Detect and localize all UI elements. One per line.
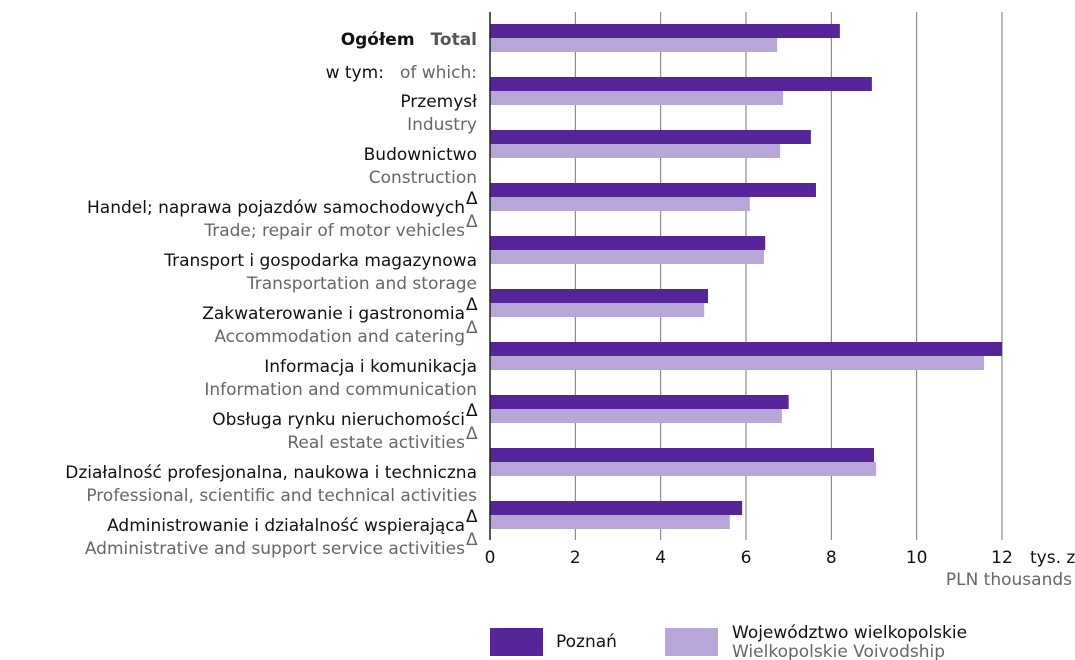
category-label-en: Information and communication <box>204 380 477 400</box>
category-en: Total <box>431 30 477 50</box>
category-label-en: Transportation and storage <box>246 274 477 294</box>
category-label: Ogółem Total <box>341 30 477 50</box>
bar <box>490 303 705 317</box>
bar <box>490 395 789 409</box>
legend-label: Poznań <box>556 632 617 652</box>
x-tick-label: 6 <box>741 548 752 568</box>
bar <box>490 409 782 423</box>
category-label: Przemysł <box>400 92 477 112</box>
note-mark: Δ <box>466 401 478 421</box>
bar <box>490 515 730 529</box>
category-label: Zakwaterowanie i gastronomia <box>202 304 465 324</box>
subheading-en: of which: <box>400 63 477 83</box>
bar <box>490 183 816 197</box>
bar <box>490 250 764 264</box>
legend-swatch <box>490 628 543 656</box>
note-mark: Δ <box>466 295 478 315</box>
subheading: w tym: of which: <box>326 63 477 83</box>
legend-label: Województwo wielkopolskie <box>732 623 967 643</box>
x-unit-en: PLN thousands <box>946 570 1072 590</box>
legend-label-en: Wielkopolskie Voivodship <box>732 642 945 660</box>
category-pl: Ogółem <box>341 30 415 50</box>
bar <box>490 91 784 105</box>
bar <box>490 38 778 52</box>
x-tick-label: 0 <box>485 548 496 568</box>
category-label-en: Industry <box>407 115 477 135</box>
bar <box>490 342 1002 356</box>
category-label-en: Accommodation and catering <box>214 327 465 347</box>
category-label: Działalność profesjonalna, naukowa i tec… <box>65 463 477 483</box>
x-tick-label: 4 <box>655 548 666 568</box>
bar <box>490 24 840 38</box>
category-label-en: Real estate activities <box>287 433 465 453</box>
note-mark: Δ <box>466 424 478 444</box>
category-label: Budownictwo <box>364 145 477 165</box>
category-label-en: Trade; repair of motor vehicles <box>203 221 465 241</box>
note-mark: Δ <box>466 530 478 550</box>
bar <box>490 356 985 370</box>
category-label-en: Administrative and support service activ… <box>85 539 465 559</box>
x-unit: tys. zł <box>1030 548 1075 568</box>
category-label: Handel; naprawa pojazdów samochodowych <box>87 198 465 218</box>
bar <box>490 448 874 462</box>
category-label-en: Professional, scientific and technical a… <box>86 486 477 506</box>
x-tick-label: 12 <box>991 548 1013 568</box>
bar <box>490 462 877 476</box>
bar <box>490 144 781 158</box>
bar <box>490 77 872 91</box>
x-tick-label: 8 <box>826 548 837 568</box>
category-label: Administrowanie i działalność wspierając… <box>107 516 465 536</box>
bar <box>490 197 750 211</box>
bar <box>490 501 743 515</box>
category-label-en: Construction <box>369 168 477 188</box>
subheading-pl: w tym: <box>326 63 384 83</box>
category-label: Transport i gospodarka magazynowa <box>163 251 477 271</box>
bar <box>490 236 766 250</box>
note-mark: Δ <box>466 507 478 527</box>
note-mark: Δ <box>466 212 478 232</box>
x-tick-label: 10 <box>906 548 928 568</box>
x-tick-label: 2 <box>570 548 581 568</box>
category-label: Informacja i komunikacja <box>264 357 477 377</box>
legend-swatch <box>665 628 718 656</box>
category-label: Obsługa rynku nieruchomości <box>212 410 465 430</box>
bar <box>490 130 811 144</box>
note-mark: Δ <box>466 189 478 209</box>
bar <box>490 289 709 303</box>
note-mark: Δ <box>466 318 478 338</box>
